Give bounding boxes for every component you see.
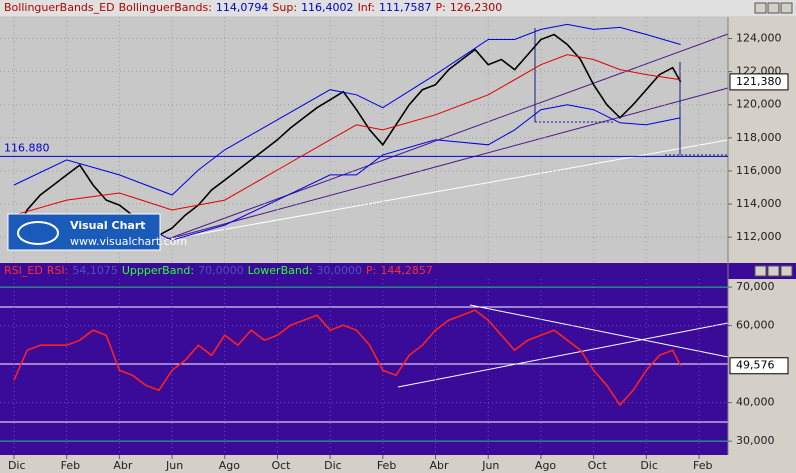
trend-line	[164, 87, 729, 241]
header-item: BollinguerBands:	[119, 1, 212, 14]
x-tick-label: Oct	[588, 459, 608, 472]
x-tick-label: Abr	[113, 459, 133, 472]
window-buttons	[754, 2, 793, 277]
y-tick-label: 112,000	[736, 230, 782, 243]
button[interactable]	[767, 2, 780, 14]
header-item: P:	[435, 1, 445, 14]
button[interactable]	[780, 2, 793, 14]
x-tick-label: Abr	[430, 459, 450, 472]
x-tick-label: Jun	[165, 459, 183, 472]
x-tick-label: Dic	[324, 459, 342, 472]
header-item: RSI_ED	[4, 264, 43, 277]
x-tick-label: Ago	[219, 459, 241, 472]
header-item: 144,2857	[380, 264, 433, 277]
x-tick-label: Feb	[693, 459, 712, 472]
logo-title: Visual Chart	[70, 219, 146, 232]
reference-label: 116.880	[4, 141, 50, 154]
header-item: 30,0000	[317, 264, 363, 277]
drawings	[0, 28, 729, 423]
series-line	[13, 309, 682, 407]
last-value-box	[729, 73, 789, 91]
last-value-box	[729, 357, 789, 375]
y-tick-label: 40,000	[736, 396, 775, 409]
series-line	[13, 23, 681, 196]
x-tick-label: Feb	[377, 459, 396, 472]
y-tick-label: 70,000	[736, 280, 775, 293]
header-item: P:	[366, 264, 376, 277]
rsi-plot	[0, 279, 728, 455]
series-line	[13, 54, 681, 216]
last-value-label: 121,380	[736, 75, 782, 88]
y-tick-label: 120,000	[736, 98, 782, 111]
button[interactable]	[754, 2, 767, 14]
logo: Visual Chart www.visualchart.com	[7, 213, 187, 251]
x-tick-label: Oct	[271, 459, 291, 472]
y-tick-label: 116,000	[736, 164, 782, 177]
y-tick-label: 60,000	[736, 319, 775, 332]
header-item: RSI:	[47, 264, 69, 277]
header: RSI_ED RSI: 54,1075 UppperBand: 70,0000 Lower…	[4, 264, 433, 277]
logo-icon	[17, 221, 59, 245]
header-item: 111,7587	[379, 1, 432, 14]
x-tick-label: Dic	[8, 459, 26, 472]
y-tick-label: 124,000	[736, 32, 782, 45]
y-tick-label: 114,000	[736, 197, 782, 210]
price-header-bar	[0, 0, 796, 16]
header: BollinguerBands_ED BollinguerBands: 114,07…	[4, 1, 502, 14]
series-line	[13, 104, 681, 251]
x-tick-label: Feb	[61, 459, 80, 472]
x-tick-label: Jun	[481, 459, 499, 472]
header-item: 116,4002	[301, 1, 354, 14]
rsi-header-bar	[0, 263, 796, 279]
series-line	[13, 33, 682, 237]
header-item: 54,1075	[72, 264, 118, 277]
header-item: Inf:	[358, 1, 375, 14]
button[interactable]	[767, 265, 780, 277]
header-item: LowerBand:	[248, 264, 313, 277]
x-tick-label: Dic	[640, 459, 658, 472]
header-item: 70,0000	[198, 264, 244, 277]
y-tick-label: 118,000	[736, 131, 782, 144]
header-item: 126,2300	[450, 1, 503, 14]
header-item: UppperBand:	[122, 264, 194, 277]
last-value-label: 49,576	[736, 359, 775, 372]
logo-url: www.visualchart.com	[70, 235, 187, 248]
button[interactable]	[754, 265, 767, 277]
header-item: 114,0794	[216, 1, 269, 14]
y-tick-label: 30,000	[736, 434, 775, 447]
button[interactable]	[780, 265, 793, 277]
header-item: Sup:	[272, 1, 297, 14]
x-tick-label: Ago	[535, 459, 557, 472]
trend-line	[164, 33, 729, 241]
rsi-trend-line	[397, 322, 729, 388]
rsi-trend-line	[469, 304, 729, 358]
header-item: BollinguerBands_ED	[4, 1, 115, 14]
